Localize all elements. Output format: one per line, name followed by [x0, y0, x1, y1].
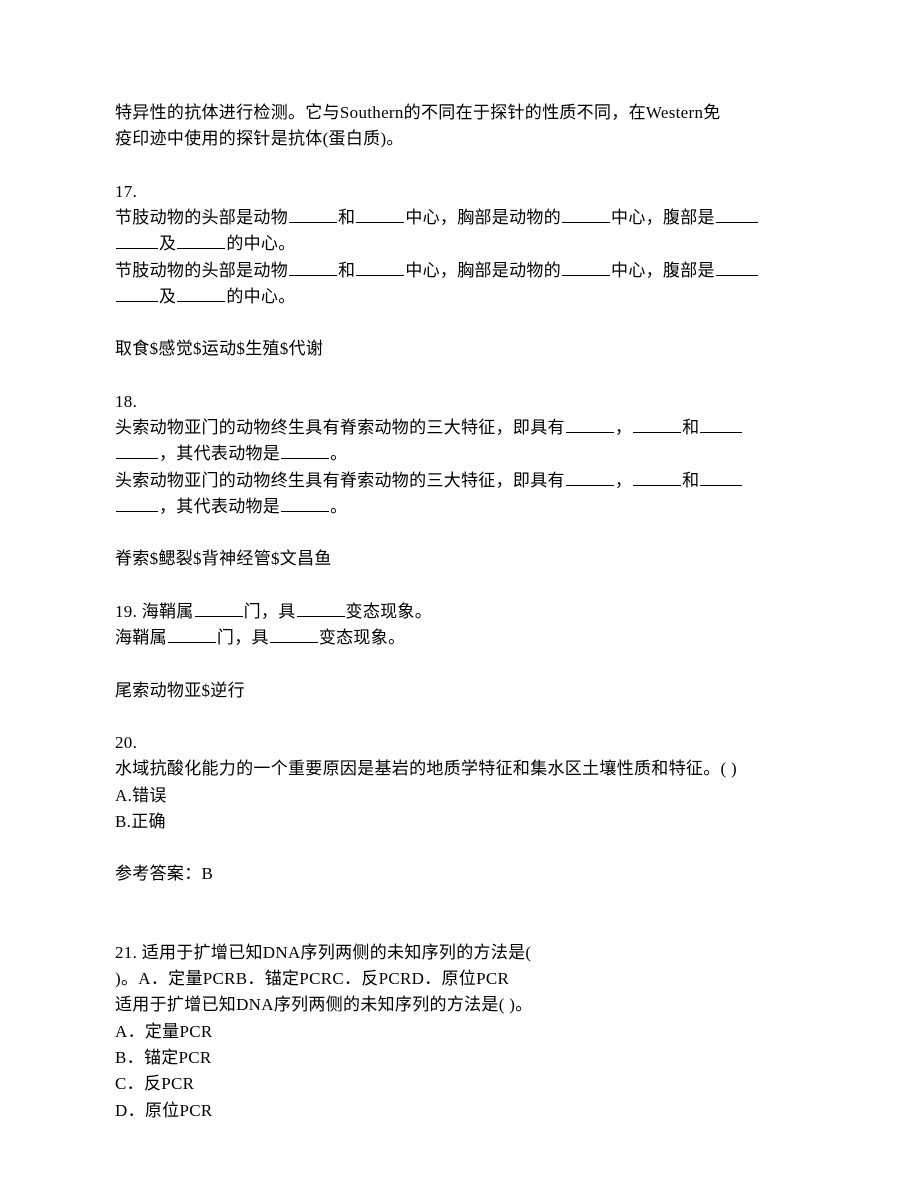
q21-option-a: A．定量PCR	[115, 1019, 805, 1045]
q17-part-d: 中心，腹部是	[611, 261, 715, 280]
q18-part-b: ，	[615, 471, 632, 490]
blank	[281, 442, 329, 459]
q17-part-d: 中心，腹部是	[611, 208, 715, 227]
q17-answer: 取食$感觉$运动$生殖$代谢	[115, 336, 805, 362]
blank	[116, 232, 158, 249]
q17-part-c: 中心，胸部是动物的	[405, 261, 561, 280]
q19-answer-text: 尾索动物亚$逆行	[115, 678, 805, 704]
q17-part-f: 的中心。	[226, 234, 295, 253]
q18-stem-1: 头索动物亚门的动物终生具有脊索动物的三大特征，即具有 ， 和	[115, 415, 805, 441]
q19-part-c: 变态现象。	[346, 602, 433, 621]
blank	[116, 442, 158, 459]
q19-part-a: 海鞘属	[115, 628, 167, 647]
q18-stem-1b: ，其代表动物是 。	[115, 441, 805, 467]
q18-stem-2: 头索动物亚门的动物终生具有脊索动物的三大特征，即具有 ， 和	[115, 468, 805, 494]
blank	[297, 600, 345, 617]
q20-option-a: A.错误	[115, 783, 805, 809]
blank	[700, 416, 742, 433]
blank	[562, 206, 610, 223]
blank	[289, 259, 337, 276]
q16-tail: 特异性的抗体进行检测。它与Southern的不同在于探针的性质不同，在Weste…	[115, 100, 805, 153]
q17-answer-text: 取食$感觉$运动$生殖$代谢	[115, 336, 805, 362]
q21-intro2: )。A．定量PCRB．锚定PCRC．反PCRD．原位PCR	[115, 966, 805, 992]
blank	[270, 626, 318, 643]
q18-number: 18.	[115, 389, 805, 415]
q18-part-b: ，	[615, 418, 632, 437]
q18-part-d: ，其代表动物是	[159, 444, 280, 463]
q21-option-c: C．反PCR	[115, 1071, 805, 1097]
q19-part-b: 门，具	[244, 602, 296, 621]
q16-line1: 特异性的抗体进行检测。它与Southern的不同在于探针的性质不同，在Weste…	[115, 100, 805, 126]
q21-option-d: D．原位PCR	[115, 1098, 805, 1124]
q17-part-f: 的中心。	[226, 287, 295, 306]
q17-stem-2: 节肢动物的头部是动物 和 中心，胸部是动物的 中心，腹部是	[115, 258, 805, 284]
blank	[566, 469, 614, 486]
blank	[356, 259, 404, 276]
q18-answer-text: 脊索$鳃裂$背神经管$文昌鱼	[115, 546, 805, 572]
q18-part-e: 。	[330, 444, 347, 463]
q18-part-e: 。	[330, 497, 347, 516]
q19-answer: 尾索动物亚$逆行	[115, 678, 805, 704]
q20-number: 20.	[115, 730, 805, 756]
blank	[633, 469, 681, 486]
document-content: 特异性的抗体进行检测。它与Southern的不同在于探针的性质不同，在Weste…	[115, 100, 805, 1124]
q17-stem-2b: 及 的中心。	[115, 284, 805, 310]
q17-part-c: 中心，胸部是动物的	[405, 208, 561, 227]
q21-intro1-text: 适用于扩增已知DNA序列两侧的未知序列的方法是(	[142, 943, 532, 962]
q19-stem-2: 海鞘属 门，具 变态现象。	[115, 625, 805, 651]
blank	[195, 600, 243, 617]
q21-number: 21.	[115, 943, 142, 962]
q18-answer: 脊索$鳃裂$背神经管$文昌鱼	[115, 546, 805, 572]
blank	[116, 285, 158, 302]
q21-stem2: 适用于扩增已知DNA序列两侧的未知序列的方法是( )。	[115, 992, 805, 1018]
q17-part-a: 节肢动物的头部是动物	[115, 208, 288, 227]
blank	[716, 259, 758, 276]
q18-part-a: 头索动物亚门的动物终生具有脊索动物的三大特征，即具有	[115, 471, 565, 490]
q21: 21. 适用于扩增已知DNA序列两侧的未知序列的方法是( )。A．定量PCRB．…	[115, 940, 805, 1124]
blank	[716, 206, 758, 223]
blank	[116, 495, 158, 512]
q16-line2: 疫印迹中使用的探针是抗体(蛋白质)。	[115, 126, 805, 152]
blank	[168, 626, 216, 643]
q20-option-b: B.正确	[115, 809, 805, 835]
q17-part-e: 及	[159, 234, 176, 253]
blank	[562, 259, 610, 276]
blank	[700, 469, 742, 486]
q20-answer: 参考答案：B	[115, 861, 805, 887]
q19-part-c: 变态现象。	[319, 628, 406, 647]
blank	[633, 416, 681, 433]
q20-stem: 水域抗酸化能力的一个重要原因是基岩的地质学特征和集水区土壤性质和特征。( )	[115, 756, 805, 782]
blank	[289, 206, 337, 223]
q20: 20. 水域抗酸化能力的一个重要原因是基岩的地质学特征和集水区土壤性质和特征。(…	[115, 730, 805, 835]
q17-part-b: 和	[338, 261, 355, 280]
q18: 18. 头索动物亚门的动物终生具有脊索动物的三大特征，即具有 ， 和 ，其代表动物是…	[115, 389, 805, 521]
blank	[566, 416, 614, 433]
q18-part-c: 和	[682, 418, 699, 437]
blank	[177, 285, 225, 302]
q17-stem-1b: 及 的中心。	[115, 231, 805, 257]
q17-part-e: 及	[159, 287, 176, 306]
q19: 19. 海鞘属门，具变态现象。 海鞘属门，具变态现象。	[115, 599, 805, 652]
q17-part-a: 节肢动物的头部是动物	[115, 261, 288, 280]
q19-part-a: 海鞘属	[142, 602, 194, 621]
q20-answer-text: 参考答案：B	[115, 861, 805, 887]
q19-number: 19.	[115, 602, 142, 621]
q21-option-b: B．锚定PCR	[115, 1045, 805, 1071]
q18-part-c: 和	[682, 471, 699, 490]
q19-stem-1: 19. 海鞘属 门，具 变态现象。	[115, 599, 805, 625]
q21-intro1: 21. 适用于扩增已知DNA序列两侧的未知序列的方法是(	[115, 940, 805, 966]
q19-part-b: 门，具	[217, 628, 269, 647]
q17: 17. 节肢动物的头部是动物和中心，胸部是动物的中心，腹部是 及的中心。 节肢动…	[115, 179, 805, 311]
q17-number: 17.	[115, 179, 805, 205]
q18-part-d: ，其代表动物是	[159, 497, 280, 516]
blank	[356, 206, 404, 223]
q18-stem-2b: ，其代表动物是 。	[115, 494, 805, 520]
blank	[177, 232, 225, 249]
q17-part-b: 和	[338, 208, 355, 227]
q17-stem-1: 节肢动物的头部是动物 和 中心，胸部是动物的 中心，腹部是	[115, 205, 805, 231]
q18-part-a: 头索动物亚门的动物终生具有脊索动物的三大特征，即具有	[115, 418, 565, 437]
blank	[281, 495, 329, 512]
